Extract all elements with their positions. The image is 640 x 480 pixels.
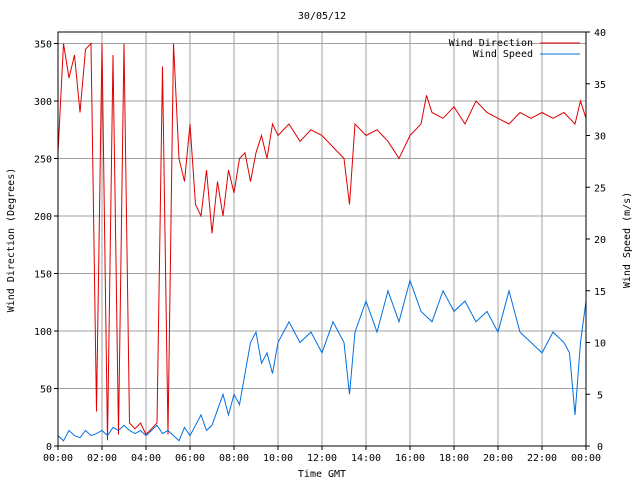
- y-right-tick-label: 5: [597, 390, 603, 401]
- y-axis-right-label: Wind Speed (m/s): [622, 192, 633, 288]
- y-left-tick-label: 350: [34, 40, 52, 51]
- x-tick-label: 18:00: [439, 453, 469, 464]
- chart-title: 30/05/12: [298, 11, 346, 22]
- legend-label-wind-speed: Wind Speed: [473, 49, 533, 60]
- y-right-tick-label: 25: [594, 183, 606, 194]
- x-tick-label: 10:00: [263, 453, 293, 464]
- y-left-tick-label: 0: [46, 442, 52, 453]
- y-left-tick-label: 200: [34, 212, 52, 223]
- legend: Wind Direction Wind Speed: [449, 38, 580, 60]
- y-left-tick-label: 300: [34, 97, 52, 108]
- x-tick-label: 00:00: [43, 453, 73, 464]
- x-tick-label: 04:00: [131, 453, 161, 464]
- x-tick-label: 22:00: [527, 453, 557, 464]
- grid-layer: [58, 32, 586, 446]
- x-tick-label: 16:00: [395, 453, 425, 464]
- y-right-tick-label: 20: [594, 235, 606, 246]
- x-tick-label: 12:00: [307, 453, 337, 464]
- y-right-tick-label: 15: [594, 287, 606, 298]
- series-line-wind-speed: [57, 278, 587, 442]
- x-tick-label: 06:00: [175, 453, 205, 464]
- y-right-tick-label: 35: [594, 80, 606, 91]
- y-left-tick-label: 50: [40, 385, 52, 396]
- ticks-layer: 00:00 02:00 04:00 06:00 08:00 10:00 12:00 14:00…: [34, 28, 606, 464]
- legend-label-wind-direction: Wind Direction: [449, 38, 533, 49]
- y-right-tick-label: 10: [594, 339, 606, 350]
- series-layer: [57, 42, 587, 442]
- x-tick-label: 20:00: [483, 453, 513, 464]
- y-right-tick-label: 30: [594, 132, 606, 143]
- y-right-tick-label: 40: [594, 28, 606, 39]
- x-axis-label: Time GMT: [298, 469, 346, 480]
- x-tick-label: 14:00: [351, 453, 381, 464]
- y-axis-left-label: Wind Direction (Degrees): [6, 168, 17, 313]
- x-tick-label: 08:00: [219, 453, 249, 464]
- y-left-tick-label: 150: [34, 270, 52, 281]
- y-right-tick-label: 0: [597, 442, 603, 453]
- x-tick-label: 02:00: [87, 453, 117, 464]
- y-left-tick-label: 100: [34, 327, 52, 338]
- y-left-tick-label: 250: [34, 155, 52, 166]
- x-tick-label: 00:00: [571, 453, 601, 464]
- series-line-wind-direction: [57, 42, 587, 441]
